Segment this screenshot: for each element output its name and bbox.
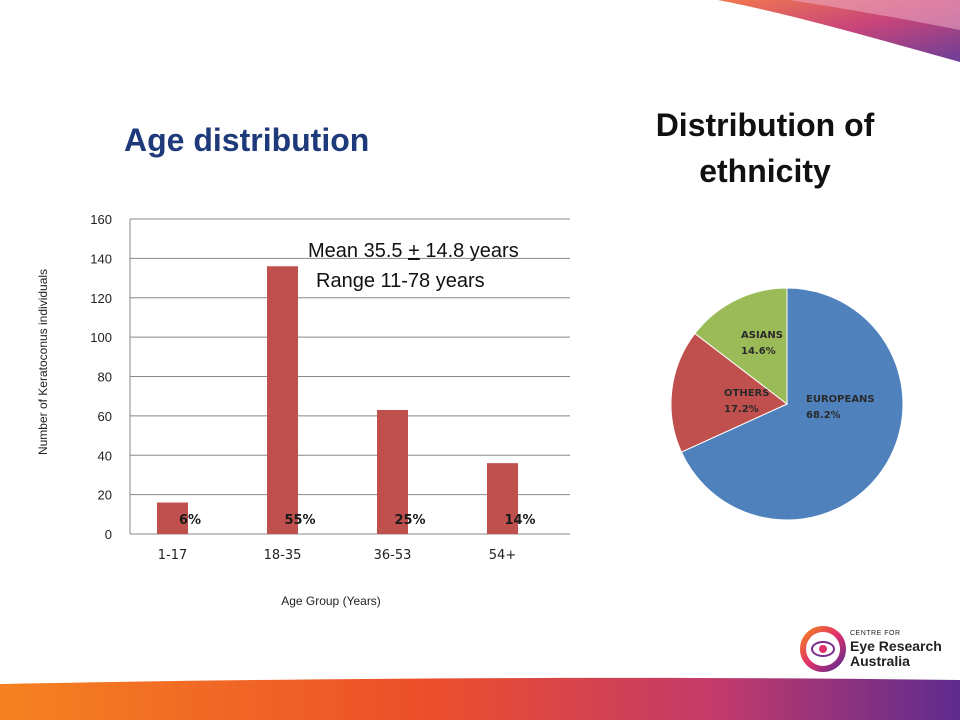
pie-label-name: EUROPEANS xyxy=(806,394,875,405)
x-tick-label: 54+ xyxy=(489,548,516,563)
pie-label-value: 14.6% xyxy=(741,346,776,357)
bar-1-17 xyxy=(157,502,188,534)
y-tick-label: 100 xyxy=(90,330,112,345)
y-tick-label: 0 xyxy=(105,527,112,542)
x-tick-label: 1-17 xyxy=(158,548,188,563)
ethnicity-title-line1: Distribution of xyxy=(655,107,875,143)
y-tick-label: 20 xyxy=(98,488,112,503)
logo-line2: Australia xyxy=(850,653,910,669)
y-tick-label: 60 xyxy=(98,409,112,424)
top-right-swoosh-light xyxy=(790,0,960,30)
y-tick-label: 80 xyxy=(98,370,112,385)
y-tick-label: 140 xyxy=(90,251,112,266)
bar-18-35 xyxy=(267,266,298,534)
bar-36-53 xyxy=(377,409,408,534)
ethnicity-title-line2: ethnicity xyxy=(699,153,831,189)
logo-line1: Eye Research xyxy=(850,638,942,654)
logo-small-text: CENTRE FOR xyxy=(850,630,901,637)
logo-text: CENTRE FOR Eye Research Australia xyxy=(850,630,942,669)
mean-plus-minus: + xyxy=(408,240,420,262)
ethnicity-title: Distribution of ethnicity xyxy=(610,102,920,194)
eye-research-logo-icon xyxy=(800,626,846,672)
bottom-band xyxy=(0,677,960,720)
x-tick-label: 36-53 xyxy=(374,548,412,563)
age-distribution-title: Age distribution xyxy=(124,122,370,158)
percent-label: 25% xyxy=(394,513,425,528)
pie-label-name: OTHERS xyxy=(724,388,769,399)
mean-prefix: Mean 35.5 xyxy=(308,240,409,262)
y-tick-label: 40 xyxy=(98,448,112,463)
pie-label-name: ASIANS xyxy=(741,330,783,341)
percent-label: 14% xyxy=(504,513,535,528)
percent-label: 55% xyxy=(284,513,315,528)
mean-suffix: 14.8 years xyxy=(419,240,519,262)
pie-slice-others xyxy=(670,332,788,453)
range-annotation: Range 11-78 years xyxy=(316,270,485,292)
x-axis-label: Age Group (Years) xyxy=(281,594,381,608)
percent-label: 6% xyxy=(179,513,201,528)
pie-label-value: 68.2% xyxy=(806,410,841,421)
y-tick-label: 120 xyxy=(90,291,112,306)
pie-slice-asians xyxy=(694,287,788,406)
bar-54+ xyxy=(487,463,518,534)
pie-slice-europeans xyxy=(680,287,904,521)
x-tick-label: 18-35 xyxy=(264,548,302,563)
mean-annotation: Mean 35.5 + 14.8 years xyxy=(308,240,519,263)
pie-label-value: 17.2% xyxy=(724,404,759,415)
y-tick-label: 160 xyxy=(90,212,112,227)
